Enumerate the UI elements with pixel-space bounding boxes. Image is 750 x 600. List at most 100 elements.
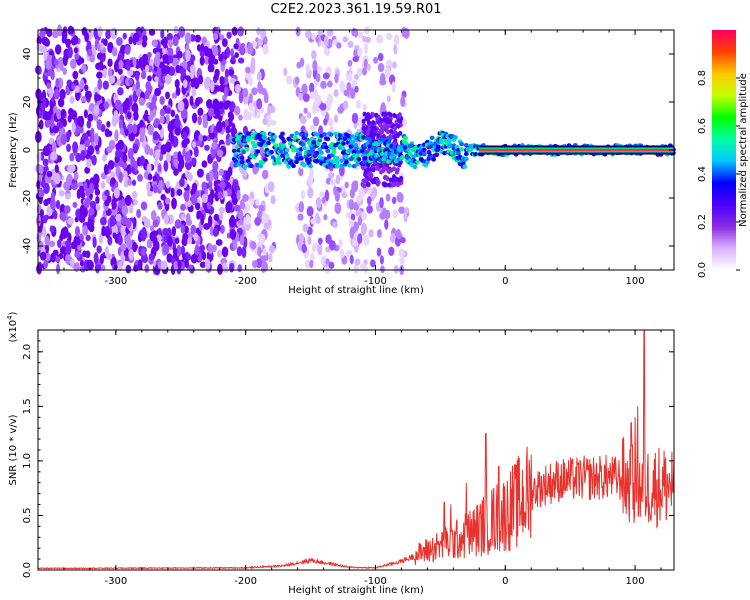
colorbar-tick-label: 0.6 bbox=[697, 118, 708, 134]
heatmap-cell bbox=[44, 119, 51, 128]
heatmap-cell bbox=[227, 166, 233, 177]
heatmap-cell bbox=[43, 182, 50, 195]
heatmap-cell bbox=[185, 49, 191, 61]
heatmap-cell bbox=[184, 258, 189, 269]
heatmap-cell bbox=[268, 252, 273, 263]
heatmap-cell bbox=[119, 127, 124, 135]
heatmap-cell bbox=[363, 169, 368, 175]
heatmap-cell bbox=[238, 114, 243, 121]
x-tick-label: 100 bbox=[626, 276, 645, 287]
heatmap-cell bbox=[64, 240, 72, 247]
heatmap-cell bbox=[329, 178, 337, 186]
snr-x-label: Height of straight line (km) bbox=[288, 585, 424, 596]
colorbar-label: Normalized spectral amplitude bbox=[738, 73, 749, 227]
heatmap-cell bbox=[160, 29, 165, 39]
heatmap-cell bbox=[327, 172, 335, 179]
y-tick-label: 20 bbox=[22, 96, 33, 109]
heatmap-cell bbox=[400, 237, 406, 244]
heatmap-cell bbox=[61, 29, 68, 41]
heatmap-cell bbox=[113, 60, 119, 73]
heatmap-cell bbox=[131, 102, 139, 113]
heatmap-cell bbox=[78, 126, 84, 134]
heatmap-cell bbox=[361, 211, 367, 221]
heatmap-cell bbox=[412, 164, 418, 170]
heatmap-cell bbox=[312, 243, 317, 253]
heatmap-cell bbox=[353, 142, 359, 148]
heatmap-cell bbox=[245, 214, 251, 226]
heatmap-cell bbox=[191, 112, 198, 124]
heatmap-cell bbox=[60, 227, 68, 240]
heatmap-cell bbox=[258, 163, 264, 169]
heatmap-cell bbox=[137, 259, 143, 270]
heatmap-cell bbox=[118, 118, 124, 130]
heatmap-cell bbox=[370, 259, 376, 268]
heatmap-cell bbox=[111, 223, 118, 236]
heatmap-cell bbox=[197, 115, 202, 126]
heatmap-cell bbox=[233, 204, 241, 212]
heatmap-cell bbox=[102, 154, 107, 162]
heatmap-cell bbox=[194, 244, 200, 256]
heatmap-cell bbox=[349, 86, 356, 99]
heatmap-cell bbox=[369, 172, 374, 178]
heatmap-cell bbox=[44, 252, 51, 262]
heatmap-cell bbox=[213, 108, 221, 116]
y-tick-label: 0.5 bbox=[22, 508, 33, 524]
heatmap-cell bbox=[242, 87, 249, 98]
heatmap-cell bbox=[152, 130, 160, 141]
heatmap-cell bbox=[117, 67, 123, 75]
heatmap-cell bbox=[360, 222, 368, 235]
heatmap-cell bbox=[379, 255, 384, 265]
heatmap-cell bbox=[205, 172, 211, 182]
heatmap-cell bbox=[397, 192, 404, 203]
heatmap-cell bbox=[111, 47, 118, 57]
heatmap-cell bbox=[400, 95, 406, 108]
heatmap-cell bbox=[183, 190, 190, 202]
heatmap-cell bbox=[77, 115, 83, 127]
heatmap-cell bbox=[233, 106, 241, 116]
heatmap-cell bbox=[367, 136, 373, 142]
heatmap-cell bbox=[233, 43, 239, 50]
heatmap-cell bbox=[334, 190, 341, 203]
heatmap-cell bbox=[113, 112, 120, 124]
heatmap-cell bbox=[105, 29, 112, 40]
heatmap-cell bbox=[377, 62, 385, 73]
heatmap-cell bbox=[37, 188, 45, 198]
heatmap-cell bbox=[172, 247, 178, 256]
heatmap-cell bbox=[280, 131, 285, 136]
heatmap-cell bbox=[343, 154, 349, 160]
heatmap-cell bbox=[173, 151, 179, 159]
heatmap-cell bbox=[343, 159, 349, 165]
heatmap-cell bbox=[257, 83, 264, 94]
heatmap-cell bbox=[388, 246, 395, 257]
heatmap-cell bbox=[339, 80, 346, 93]
heatmap-cell bbox=[237, 264, 243, 273]
heatmap-cell bbox=[315, 73, 321, 83]
heatmap-cell bbox=[226, 31, 232, 39]
heatmap-cell bbox=[221, 246, 229, 258]
heatmap-cell bbox=[207, 48, 213, 58]
heatmap-cell bbox=[121, 205, 129, 216]
heatmap-cell bbox=[36, 214, 42, 227]
heatmap-cell bbox=[159, 108, 166, 117]
heatmap-cell bbox=[211, 141, 218, 150]
heatmap-cell bbox=[298, 201, 305, 213]
heatmap-cell bbox=[136, 208, 142, 219]
heatmap-cell bbox=[348, 72, 353, 83]
heatmap-cell bbox=[336, 42, 342, 49]
heatmap-cell bbox=[347, 163, 352, 168]
heatmap-cell bbox=[147, 190, 153, 197]
heatmap-cell bbox=[415, 159, 421, 165]
heatmap-cell bbox=[190, 224, 197, 235]
heatmap-cell bbox=[151, 39, 158, 47]
heatmap-cell bbox=[86, 120, 92, 129]
heatmap-cell bbox=[224, 100, 232, 107]
heatmap-cell bbox=[215, 121, 223, 133]
heatmap-cell bbox=[324, 189, 330, 202]
heatmap-cell bbox=[392, 182, 397, 188]
heatmap-cell bbox=[369, 128, 374, 134]
heatmap-cell bbox=[328, 261, 335, 269]
heatmap-cell bbox=[115, 36, 123, 46]
heatmap-cell bbox=[255, 149, 261, 154]
heatmap-cell bbox=[269, 105, 276, 114]
heatmap-cell bbox=[196, 44, 202, 52]
